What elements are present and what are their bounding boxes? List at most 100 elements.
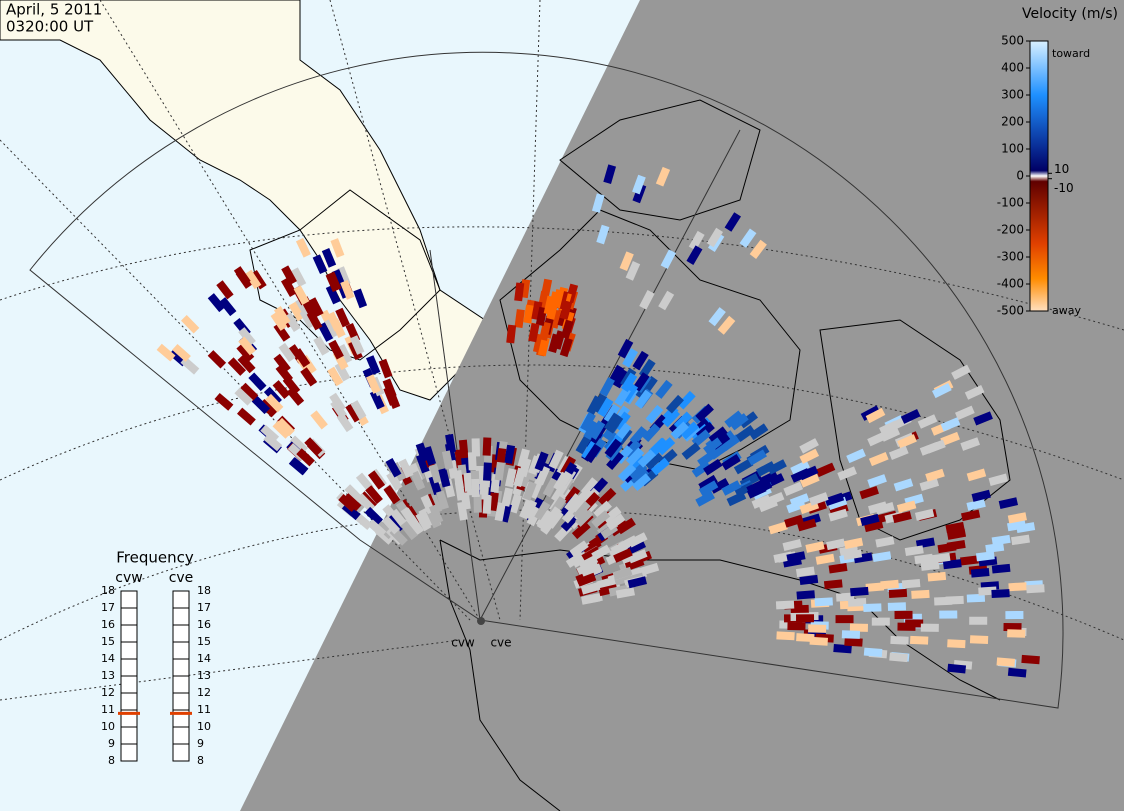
cell [272, 380, 291, 399]
cell [528, 323, 540, 343]
cell [410, 470, 426, 491]
cell [738, 411, 759, 429]
cell [892, 511, 912, 524]
cell [290, 267, 307, 287]
cell [364, 506, 384, 526]
cell [576, 572, 597, 587]
cell [367, 519, 387, 538]
cell [860, 405, 881, 421]
cell [534, 501, 551, 521]
cell [996, 657, 1016, 667]
colorbar-tick-label: -300 [997, 250, 1024, 264]
cell [823, 579, 843, 590]
cell [537, 337, 550, 357]
cell [926, 439, 946, 454]
cell [288, 301, 305, 322]
cell [686, 245, 703, 265]
cell [386, 471, 403, 491]
frequency-tick-label: 8 [108, 754, 115, 767]
cell [265, 393, 284, 413]
cell [849, 623, 869, 632]
cell [613, 548, 633, 563]
away-label: away [1052, 304, 1081, 317]
cell [482, 437, 492, 456]
cell [939, 610, 958, 619]
cell [612, 368, 629, 389]
cell [539, 321, 551, 341]
cell [501, 487, 514, 507]
cell [473, 494, 482, 513]
cell [991, 534, 1011, 546]
cell [214, 392, 234, 411]
cell [237, 354, 256, 374]
cell [602, 506, 622, 524]
cell [717, 315, 736, 335]
cell [632, 174, 646, 195]
site-label: cve [490, 636, 511, 650]
cell [658, 290, 675, 311]
cell [340, 280, 355, 300]
cell [207, 350, 227, 369]
cell [901, 578, 921, 589]
cell [951, 364, 971, 380]
cell [328, 339, 344, 360]
cell [457, 501, 468, 521]
cell [655, 166, 671, 187]
cell [310, 410, 328, 430]
cell [998, 497, 1019, 509]
cell [543, 295, 556, 315]
frequency-tick-label: 18 [101, 584, 115, 597]
cell [850, 586, 869, 597]
cell [1007, 667, 1027, 678]
cell [296, 448, 315, 467]
coastlines [249, 99, 1011, 811]
cell [655, 379, 673, 399]
cell [808, 624, 827, 633]
cell [295, 237, 311, 258]
cell [914, 553, 934, 565]
cell [575, 434, 592, 455]
cell [865, 582, 885, 592]
cell [513, 467, 526, 488]
cell [381, 515, 401, 535]
cell [991, 563, 1011, 574]
cell [591, 510, 611, 528]
cell [604, 438, 622, 458]
cell [506, 324, 517, 344]
cell [739, 228, 757, 248]
cell [504, 468, 517, 488]
cell [920, 560, 940, 571]
cell [353, 288, 368, 309]
cell [940, 417, 961, 432]
cell [642, 423, 661, 443]
cell [637, 449, 657, 468]
cell [426, 508, 441, 529]
cell [563, 486, 581, 506]
cell [260, 424, 280, 443]
frequency-tick-label: 17 [197, 601, 211, 614]
cell [218, 297, 237, 317]
cell [622, 348, 639, 368]
cell [612, 567, 633, 581]
cell [814, 597, 833, 607]
cell [236, 407, 256, 426]
cell [335, 307, 350, 328]
cell [234, 387, 253, 406]
cell [617, 338, 634, 359]
cell [581, 593, 601, 605]
colorbar-inner-label: 10 [1054, 162, 1069, 176]
colorbar-inner-label: -10 [1054, 181, 1074, 195]
cell [661, 408, 681, 428]
cell [299, 309, 316, 329]
cell [273, 322, 291, 342]
cell [273, 306, 291, 326]
cell [872, 551, 892, 562]
cell [321, 248, 337, 268]
cell [790, 468, 811, 483]
cell [969, 616, 988, 625]
cell [648, 437, 668, 457]
cell [1021, 654, 1040, 665]
cell [428, 475, 442, 496]
cell [721, 454, 741, 471]
cell [797, 518, 817, 532]
